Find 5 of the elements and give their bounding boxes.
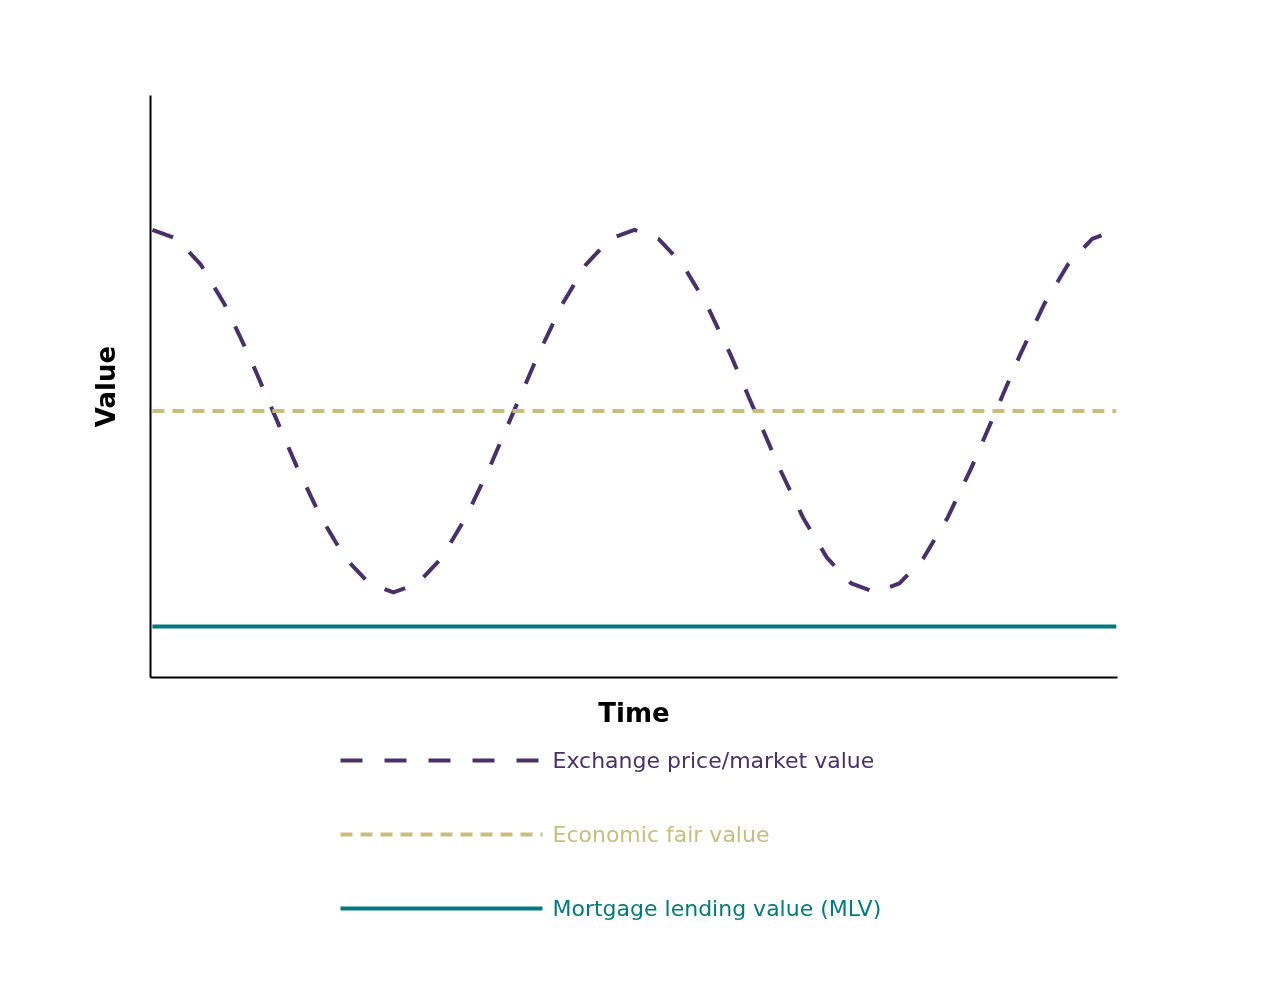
text: Economic fair value (552, 822, 770, 847)
text: Exchange price/market value (552, 748, 875, 773)
x-axis-title: Time (598, 697, 670, 728)
y-axis-title: Value (90, 345, 121, 428)
text: Mortgage lending value (MLV) (552, 896, 882, 921)
